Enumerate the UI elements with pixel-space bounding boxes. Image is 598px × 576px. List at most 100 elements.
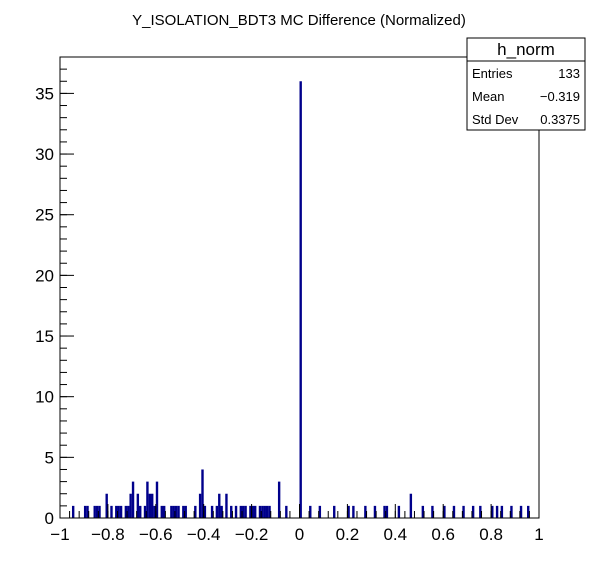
histogram-bar <box>285 505 288 518</box>
x-tick-label: −0.6 <box>139 525 173 544</box>
histogram-bar <box>230 505 233 518</box>
histogram-bar <box>93 505 96 518</box>
x-tick-label: 0.6 <box>431 525 455 544</box>
histogram-bar <box>352 505 355 518</box>
histogram-bar <box>98 505 101 518</box>
histogram-bar <box>184 505 187 518</box>
histogram-bar <box>127 505 130 518</box>
histogram-bar <box>151 493 154 518</box>
histogram-bar <box>155 481 159 518</box>
y-axis: 0 5 10 15 20 25 30 35 <box>35 56 74 528</box>
histogram-bar <box>242 505 245 518</box>
chart-title: Y_ISOLATION_BDT3 MC Difference (Normaliz… <box>132 12 466 29</box>
histogram-bar <box>263 505 266 518</box>
histogram-bar <box>234 505 238 518</box>
x-tick-label: −0.8 <box>91 525 125 544</box>
histogram-bar <box>115 505 118 518</box>
histogram-bar <box>71 505 75 518</box>
histogram-bar <box>129 493 132 518</box>
histogram-bar <box>162 505 166 518</box>
histogram-bar <box>239 505 243 518</box>
histogram-bar <box>225 493 228 518</box>
stats-entries-value: 133 <box>558 66 580 81</box>
histogram-bar <box>146 481 149 518</box>
histogram-bar <box>218 493 221 518</box>
histogram-bar <box>182 505 185 518</box>
histogram-bars <box>71 81 530 518</box>
x-axis: −1 −0.8 −0.6 −0.4 −0.2 0 0.2 0.4 0.6 0.8 1 <box>50 504 544 544</box>
histogram-bar <box>148 493 152 518</box>
histogram-bar <box>203 505 207 518</box>
histogram-bar <box>172 505 175 518</box>
y-tick-label: 30 <box>35 145 54 164</box>
x-tick-label: 0.4 <box>383 525 407 544</box>
histogram-bar <box>519 505 523 518</box>
x-tick-label: −0.4 <box>187 525 221 544</box>
histogram-bar <box>95 505 99 518</box>
histogram-bar <box>527 505 530 518</box>
y-tick-label: 25 <box>35 206 54 225</box>
histogram-bar <box>170 505 173 518</box>
histogram-bar <box>268 505 271 518</box>
histogram-bar <box>119 505 123 518</box>
histogram-bar <box>373 505 377 518</box>
histogram-bar <box>124 505 128 518</box>
histogram-bar <box>160 505 163 518</box>
y-tick-label: 5 <box>45 448 54 467</box>
histogram-bar <box>194 505 197 518</box>
histogram-bar <box>347 505 350 518</box>
histogram-bar <box>254 505 257 518</box>
stats-mean-value: −0.319 <box>540 89 580 104</box>
y-tick-label: 15 <box>35 327 54 346</box>
histogram-bar <box>491 505 494 518</box>
histogram-bar <box>500 505 504 518</box>
histogram-bar <box>110 505 113 518</box>
stats-stddev-label: Std Dev <box>472 112 519 127</box>
histogram-bar <box>409 493 413 518</box>
histogram-bar <box>309 505 312 518</box>
x-tick-label: −1 <box>50 525 69 544</box>
stats-box-name: h_norm <box>497 40 555 59</box>
histogram-bar <box>117 505 120 518</box>
histogram-bar <box>136 493 140 518</box>
histogram-bar <box>397 505 401 518</box>
y-tick-label: 35 <box>35 84 54 103</box>
histogram-bar <box>251 505 254 518</box>
histogram-bar <box>495 505 499 518</box>
histogram-bar <box>83 505 87 518</box>
histogram-bar <box>174 505 178 518</box>
y-tick-label: 0 <box>45 509 54 528</box>
histogram-bar <box>258 505 262 518</box>
histogram-bar <box>220 505 223 518</box>
stats-entries-label: Entries <box>472 66 513 81</box>
stats-mean-label: Mean <box>472 89 505 104</box>
histogram-bar <box>299 81 302 518</box>
stats-box-frame <box>466 37 586 131</box>
histogram-bar <box>261 505 264 518</box>
histogram-bar <box>479 505 482 518</box>
histogram-bar <box>143 505 147 518</box>
histogram-bar <box>131 481 135 518</box>
histogram-bar <box>215 505 219 518</box>
histogram-bar <box>510 505 513 518</box>
histogram-bar <box>471 505 475 518</box>
stats-box: h_norm Entries 133 Mean −0.319 Std Dev 0… <box>466 37 586 131</box>
histogram-bar <box>201 469 204 518</box>
x-tick-label: 1 <box>534 525 543 544</box>
histogram-bar <box>139 505 142 518</box>
histogram-bar <box>277 481 281 518</box>
stats-stddev-value: 0.3375 <box>540 112 580 127</box>
histogram-bar <box>385 505 389 518</box>
histogram-bar <box>153 505 156 518</box>
histogram-bar <box>421 505 425 518</box>
histogram-bar <box>318 505 322 518</box>
x-tick-label: −0.2 <box>235 525 269 544</box>
histogram-bar <box>383 505 386 518</box>
histogram-bar <box>198 493 202 518</box>
x-tick-label: 0.2 <box>336 525 360 544</box>
histogram-bar <box>86 505 89 518</box>
histogram-bar <box>333 505 336 518</box>
histogram-bar <box>452 505 456 518</box>
histogram-bar <box>177 505 180 518</box>
